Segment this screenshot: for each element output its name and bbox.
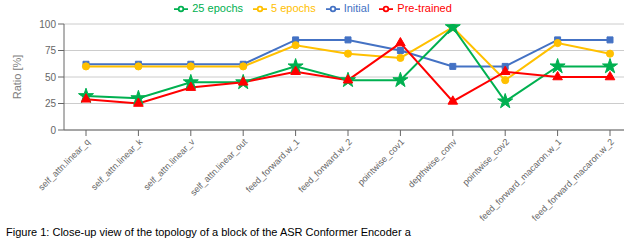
html-text:Initial: Initial [343,2,370,14]
svg-text:50: 50 [45,72,57,83]
svg-text:pointwise_cov1: pointwise_cov1 [356,137,407,188]
svg-text:self_attn.linear_q: self_attn.linear_q [36,137,92,193]
html-text:Figure 1: Close-up view of the: Figure 1: Close-up view of the topology … [6,226,411,238]
html-text:5 epochs: 5 epochs [271,2,316,14]
html-text:25 epochs: 25 epochs [192,2,243,14]
svg-text:0: 0 [50,125,56,136]
svg-text:feed_forward.w_1: feed_forward.w_1 [244,137,302,195]
svg-text:Ratio [%]: Ratio [%] [11,55,23,100]
svg-text:depthwise_conv: depthwise_conv [406,137,459,190]
svg-text:75: 75 [45,45,57,56]
html-text:Pre-trained: Pre-trained [397,2,452,14]
svg-text:feed_forward_macaron.w_2: feed_forward_macaron.w_2 [530,137,616,222]
svg-text:self_attn.linear_out: self_attn.linear_out [188,137,249,198]
svg-text:pointwise_cov2: pointwise_cov2 [461,137,512,188]
svg-text:self_attn.linear_v: self_attn.linear_v [142,137,198,193]
svg-text:25: 25 [45,98,57,109]
svg-text:100: 100 [39,19,56,30]
svg-text:self_attn.linear_k: self_attn.linear_k [89,137,145,193]
svg-text:feed_forward.w_2: feed_forward.w_2 [296,137,354,195]
svg-text:feed_forward_macaron.w_1: feed_forward_macaron.w_1 [478,137,564,222]
